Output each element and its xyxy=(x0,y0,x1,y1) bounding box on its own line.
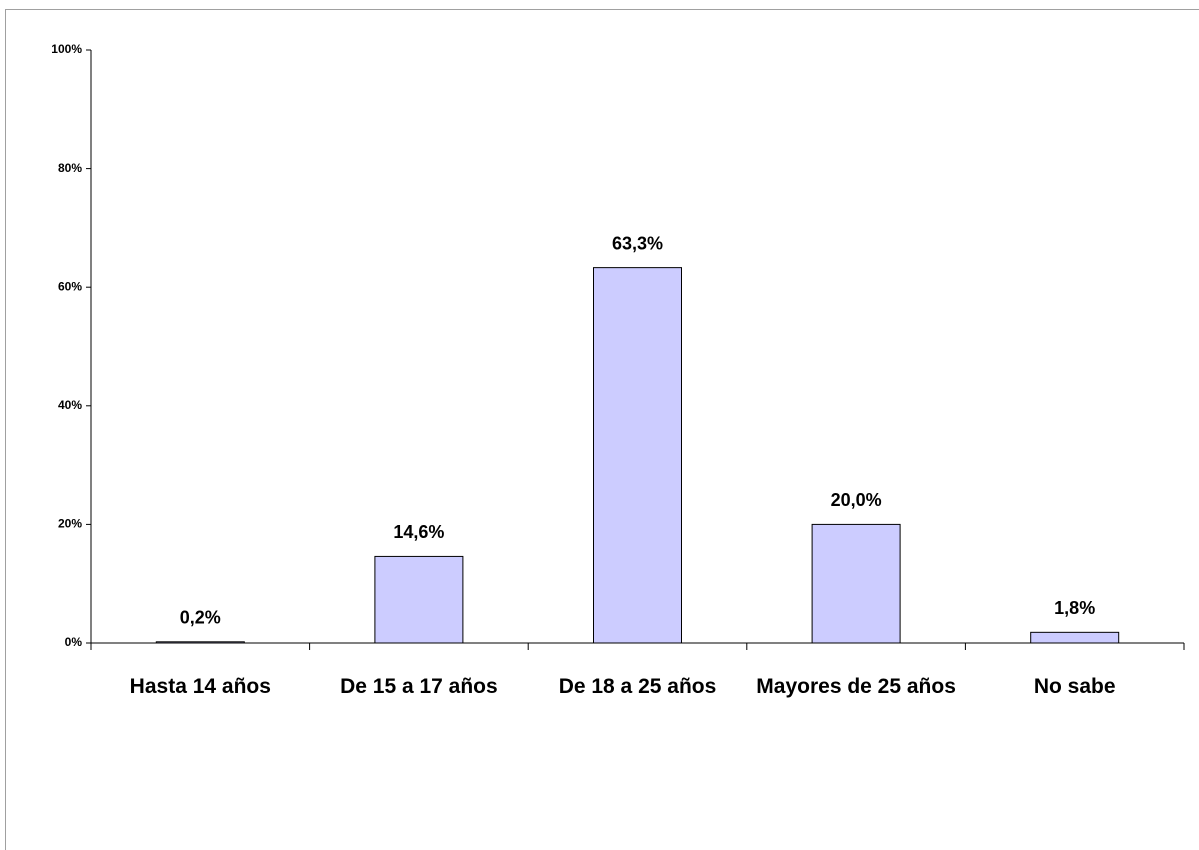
y-tick-label: 40% xyxy=(58,398,82,412)
data-label: 1,8% xyxy=(1054,598,1095,618)
y-tick-label: 20% xyxy=(58,517,82,531)
y-tick-label: 80% xyxy=(58,161,82,175)
chart-frame xyxy=(5,9,1199,850)
bar xyxy=(1030,631,1120,644)
bar xyxy=(155,641,245,644)
x-tick-label: De 15 a 17 años xyxy=(340,675,498,698)
data-label: 20,0% xyxy=(831,490,882,510)
x-tick-label: Mayores de 25 años xyxy=(756,675,956,698)
y-tick-label: 60% xyxy=(58,279,82,293)
data-label: 63,3% xyxy=(612,233,663,253)
data-label: 14,6% xyxy=(393,522,444,542)
x-tick-label: Hasta 14 años xyxy=(129,675,271,698)
x-tick-label: De 18 a 25 años xyxy=(558,675,717,698)
y-tick-label: 0% xyxy=(65,635,83,649)
bar xyxy=(593,267,682,644)
data-label: 0,2% xyxy=(180,608,221,628)
x-tick-label: No sabe xyxy=(1033,675,1116,698)
y-tick-label: 100% xyxy=(51,42,82,56)
bar xyxy=(811,523,901,644)
bar xyxy=(374,555,464,644)
